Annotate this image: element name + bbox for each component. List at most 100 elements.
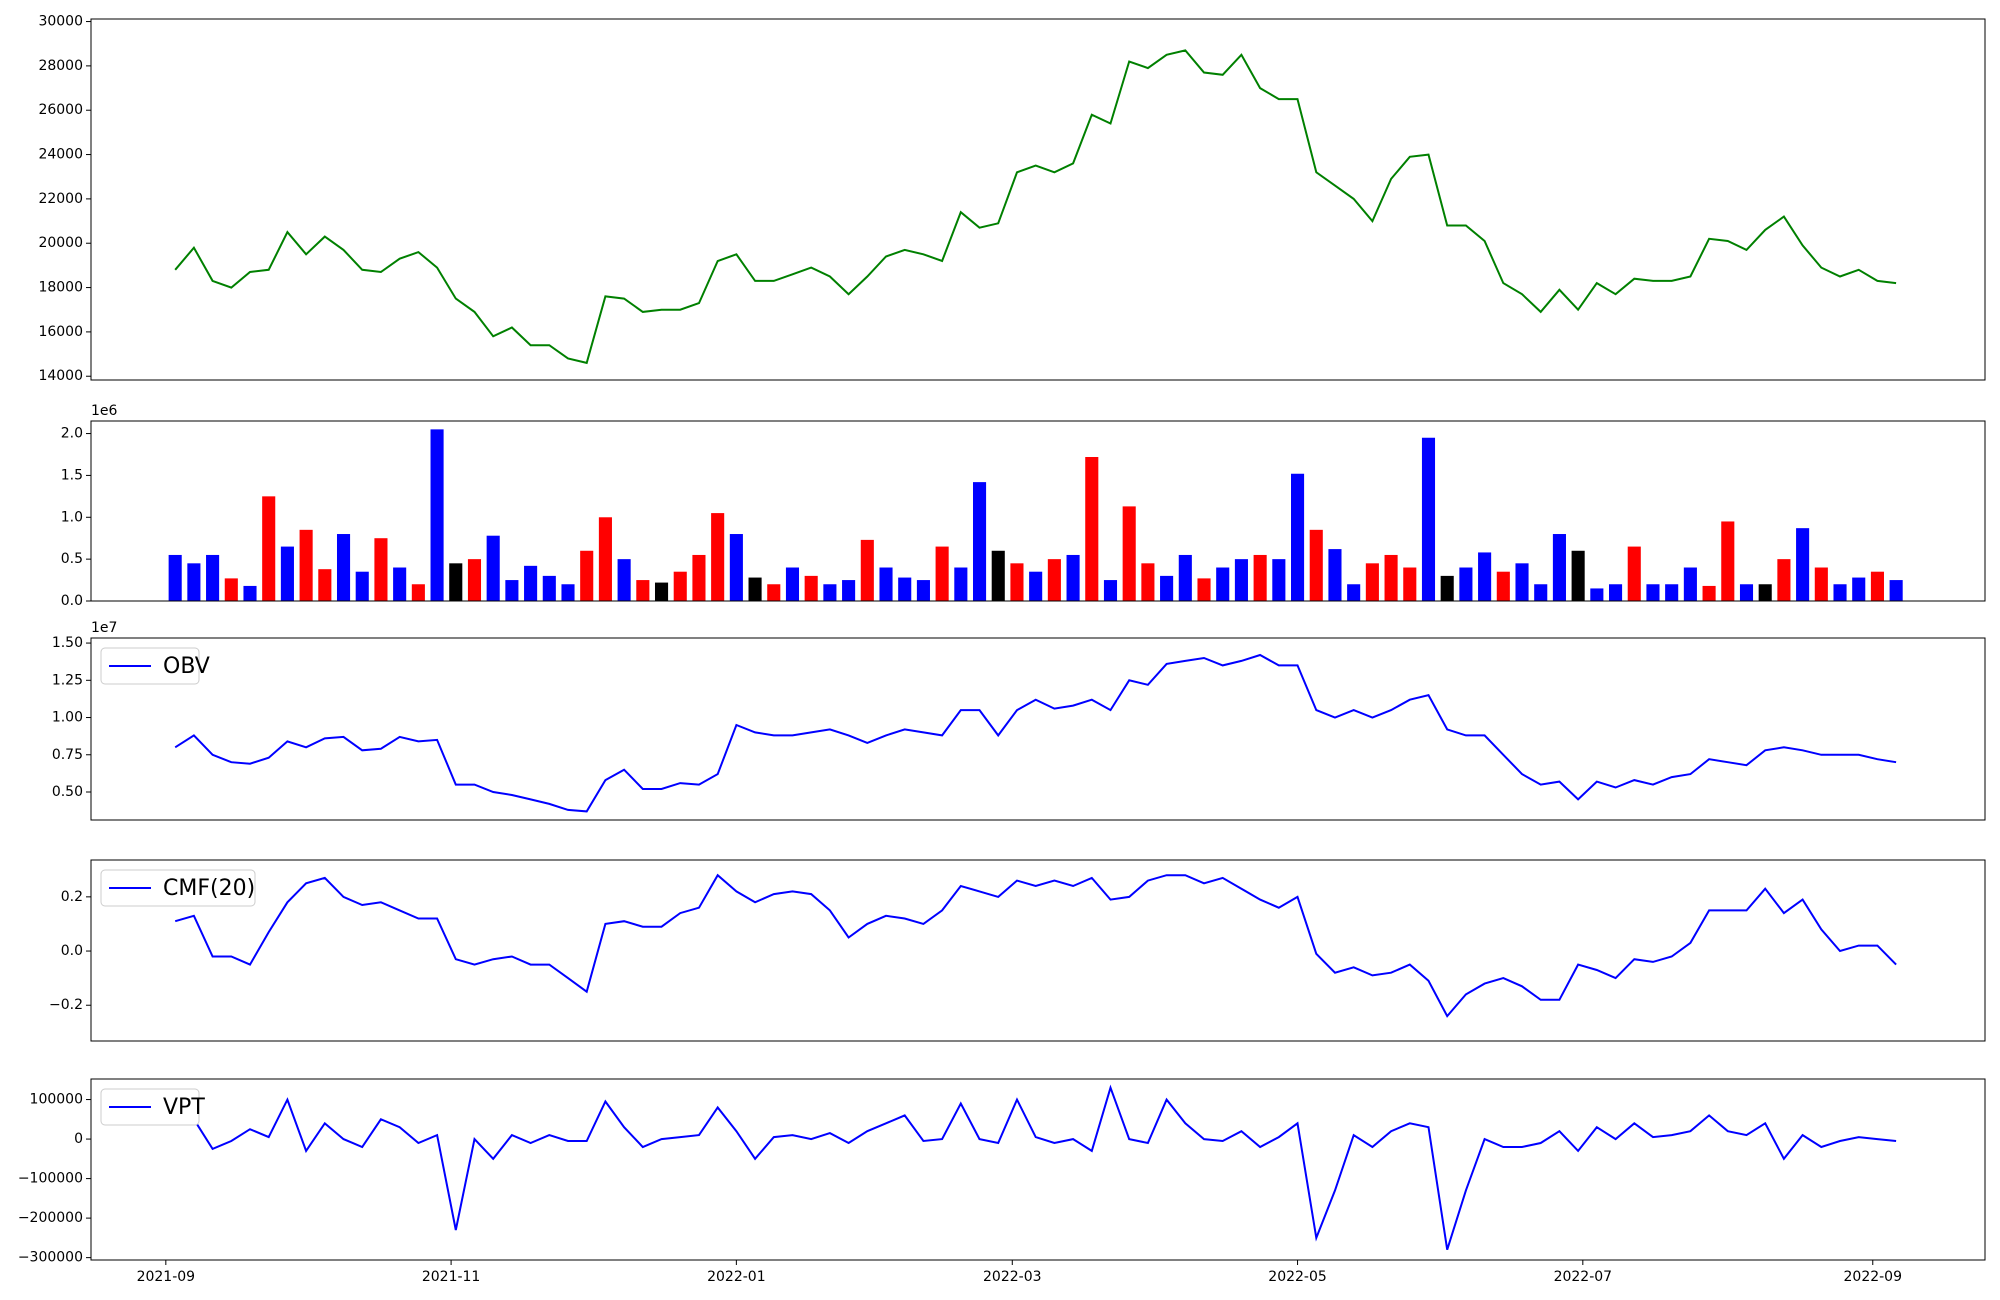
- legend-label: OBV: [163, 654, 210, 679]
- legend-box: [100, 869, 256, 907]
- volume-bar: [1478, 552, 1492, 601]
- volume-bar: [1403, 567, 1417, 601]
- y-tick-label: 0: [74, 1131, 83, 1147]
- volume-bar: [580, 550, 594, 601]
- volume-bar: [1216, 567, 1230, 601]
- volume-bar: [1796, 528, 1810, 601]
- y-tick-label: 0.5: [61, 551, 83, 567]
- y-tick-label: 0.0: [61, 593, 83, 609]
- volume-bar: [804, 575, 818, 601]
- volume-bar: [280, 546, 294, 601]
- volume-bar: [1178, 554, 1192, 601]
- y-tick-label: −100000: [18, 1171, 83, 1187]
- volume-bar: [1122, 506, 1136, 601]
- volume-bar: [1141, 563, 1155, 601]
- y-tick-label: 0.2: [61, 889, 83, 905]
- volume-bar: [336, 534, 351, 601]
- y-tick-label: 0.0: [61, 943, 83, 959]
- volume-bar: [1234, 559, 1248, 601]
- x-tick-label: 2022-03: [983, 1269, 1042, 1285]
- volume-bar: [1160, 575, 1174, 601]
- axes-frame: [90, 1078, 1986, 1261]
- volume-bar: [598, 517, 612, 601]
- volume-bar: [1870, 571, 1884, 601]
- volume-bar: [561, 584, 575, 601]
- y-tick-label: 14000: [38, 368, 83, 384]
- volume-bar: [1552, 534, 1566, 601]
- volume-bar: [785, 567, 800, 601]
- x-tick-label: 2022-05: [1268, 1269, 1327, 1285]
- volume-bar: [860, 539, 874, 601]
- volume-bar: [636, 580, 650, 601]
- volume-bar: [617, 559, 631, 601]
- x-tick-label: 2022-01: [707, 1269, 766, 1285]
- volume-bar: [1739, 584, 1754, 601]
- y-tick-label: −200000: [18, 1210, 83, 1226]
- volume-bar: [729, 534, 743, 601]
- volume-bar: [673, 571, 687, 601]
- volume-bar: [467, 559, 482, 601]
- volume-bar: [355, 571, 369, 601]
- data-line: [174, 49, 1897, 365]
- y-tick-label: 1.50: [52, 635, 83, 651]
- volume-bar: [1665, 584, 1679, 601]
- axes-frame: [90, 859, 1986, 1042]
- volume-bar: [1590, 588, 1604, 601]
- axes-frame: [90, 420, 1986, 602]
- axes-frame: [90, 18, 1986, 381]
- volume-bar: [654, 582, 669, 601]
- volume-bar: [1889, 580, 1903, 601]
- volume-bar: [299, 529, 313, 601]
- volume-bar: [692, 554, 706, 601]
- volume-bar: [1365, 563, 1379, 601]
- data-line: [174, 1084, 1897, 1251]
- y-tick-label: 26000: [38, 102, 83, 118]
- volume-bar: [935, 546, 949, 601]
- volume-bar: [1702, 585, 1716, 601]
- volume-bar: [1852, 577, 1866, 601]
- volume-bar: [1683, 567, 1697, 601]
- volume-bar: [1291, 473, 1305, 601]
- volume-bar: [1328, 549, 1342, 601]
- volume-bar: [972, 482, 987, 601]
- volume-bar: [1646, 584, 1660, 601]
- volume-bar: [374, 538, 388, 601]
- volume-bar: [524, 565, 538, 601]
- volume-bar: [1047, 559, 1061, 601]
- volume-bar: [823, 584, 837, 601]
- y-tick-label: 0.50: [52, 784, 83, 800]
- volume-bar: [542, 575, 556, 601]
- volume-bar: [393, 567, 407, 601]
- volume-bar: [449, 563, 463, 601]
- volume-bar: [411, 584, 425, 601]
- y-tick-label: 24000: [38, 147, 83, 163]
- y-tick-label: 0.75: [52, 747, 83, 763]
- y-tick-label: 30000: [38, 14, 83, 30]
- volume-bar: [711, 513, 725, 601]
- volume-bar: [318, 569, 332, 601]
- volume-bar: [1272, 559, 1286, 601]
- volume-bar: [1496, 571, 1510, 601]
- volume-bar: [168, 554, 182, 601]
- volume-bar: [1721, 521, 1735, 601]
- volume-bar: [991, 550, 1005, 601]
- y-tick-label: 22000: [38, 191, 83, 207]
- y-tick-label: 28000: [38, 58, 83, 74]
- y-tick-label: −300000: [18, 1250, 83, 1266]
- y-tick-label: −0.2: [49, 997, 83, 1013]
- volume-bar: [224, 578, 238, 601]
- offset-label: 1e6: [91, 403, 118, 419]
- volume-bar: [1758, 584, 1772, 601]
- volume-bar: [505, 580, 519, 601]
- volume-bar: [1066, 554, 1080, 601]
- data-line: [174, 873, 1897, 1018]
- volume-bar: [916, 580, 930, 601]
- volume-bar: [430, 429, 444, 601]
- volume-bar: [1534, 584, 1548, 601]
- volume-bar: [1571, 550, 1585, 601]
- legend-label: CMF(20): [163, 876, 255, 901]
- y-tick-label: 100000: [30, 1092, 83, 1108]
- data-line: [174, 653, 1897, 813]
- x-tick-label: 2021-11: [422, 1269, 481, 1285]
